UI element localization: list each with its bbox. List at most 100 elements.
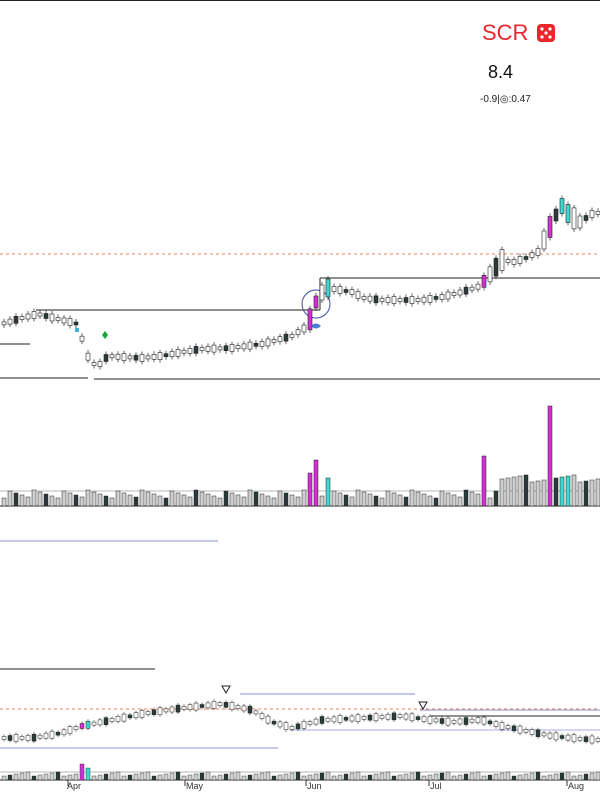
volume-bar [259, 493, 265, 507]
volume-bar [433, 497, 439, 507]
dice-icon[interactable] [536, 23, 556, 43]
overview-candle-body [469, 718, 475, 723]
candle-body [13, 315, 19, 324]
overview-volume-bar [463, 773, 469, 781]
overview-candle-body [397, 714, 403, 718]
overview-volume-bar [481, 775, 487, 781]
overview-volume-bar [277, 774, 283, 781]
candle-body [415, 298, 421, 302]
overview-volume-bar [487, 774, 493, 781]
price-candles [1, 195, 600, 370]
candle-body [313, 295, 319, 309]
overview-volume-bar [415, 771, 421, 781]
overview-candle-body [481, 716, 487, 725]
volume-bar [199, 491, 205, 507]
volume-bar [457, 496, 463, 507]
overview-candle-body [43, 732, 49, 739]
candle-body [463, 286, 469, 295]
overview-volume-bar [511, 775, 517, 781]
overview-candle-body [505, 725, 511, 729]
overview-volume-bar [439, 772, 445, 781]
candle-body [577, 215, 583, 229]
overview-volume-bar [175, 771, 181, 781]
overview-volume-bar [517, 774, 523, 781]
overview-candle-body [37, 734, 43, 739]
overview-volume-bar [373, 773, 379, 781]
volume-bar [451, 494, 457, 507]
volume-bar [217, 497, 223, 507]
volume-bar [157, 495, 163, 507]
overview-candle-body [91, 721, 97, 726]
volume-bar [361, 491, 367, 507]
volume-bar [193, 489, 199, 507]
candle-body [247, 341, 253, 350]
overview-volume-bar [115, 771, 121, 781]
candle-body [511, 259, 517, 265]
overview-candle-body [337, 715, 343, 723]
overview-candle-body [571, 734, 577, 742]
overview-volume-bar [43, 773, 49, 781]
overview-volume-bar [217, 774, 223, 781]
overview-candle-body [217, 702, 223, 706]
candle-body [433, 296, 439, 300]
overview-candle-body [163, 708, 169, 713]
volume-bar [517, 475, 523, 507]
volume-bar [229, 492, 235, 507]
overview-candle-body [547, 732, 553, 739]
overview-volume-bar [559, 772, 565, 781]
tick-label-jun: Jun [307, 781, 322, 791]
overview-volume-bar [469, 772, 475, 781]
overview-volume-bar [307, 774, 313, 781]
candle-body [301, 324, 307, 333]
overview-volume-bar [187, 774, 193, 781]
overview-candle-body [67, 726, 73, 734]
volume-bar [175, 492, 181, 507]
overview-volume-bar [13, 773, 19, 781]
volume-bar [121, 492, 127, 507]
candle-body [319, 284, 325, 301]
candle-body [127, 355, 133, 360]
overview-volume-bar [379, 772, 385, 781]
volume-bar [343, 494, 349, 507]
overview-volume-bar [85, 767, 91, 781]
volume-bar [589, 479, 595, 507]
overview-candle-body [85, 721, 91, 729]
volume-bar [403, 496, 409, 507]
overview-volume-bar [529, 772, 535, 781]
volume-bar [421, 493, 427, 507]
overview-candle-body [103, 717, 109, 725]
overview-volume-bar [31, 775, 37, 781]
overview-volume-bar [493, 773, 499, 781]
overview-volume-bar [403, 773, 409, 781]
overview-candle-body [367, 714, 373, 721]
volume-bar [31, 489, 37, 507]
candle-body [169, 351, 175, 357]
candle-body [37, 312, 43, 317]
overview-candle-body [421, 716, 427, 722]
volume-bar [43, 493, 49, 507]
overview-volume-bar [421, 775, 427, 781]
overview-candle-body [193, 702, 199, 711]
overview-candle-body [487, 720, 493, 725]
candle-body [115, 353, 121, 360]
overview-candle-body [517, 725, 523, 734]
overview-volume-bar [79, 763, 85, 781]
volume-bar [463, 489, 469, 507]
volume-bar [115, 490, 121, 507]
overview-volume-bar [505, 771, 511, 781]
candle-body [25, 313, 31, 320]
overview-candle-body [499, 722, 505, 730]
overview-candle-body [391, 712, 397, 721]
candle-body [403, 297, 409, 303]
overview-candle-body [559, 735, 565, 739]
overview-candle-body [247, 705, 253, 714]
overview-volume-bar [61, 775, 67, 781]
volume-bar [331, 490, 337, 507]
overview-volume-bar [229, 772, 235, 781]
candle-body [457, 289, 463, 296]
overview-candle-body [523, 729, 529, 733]
overview-volume-bar [571, 775, 577, 781]
candle-body [409, 296, 415, 304]
candle-body [475, 283, 481, 290]
